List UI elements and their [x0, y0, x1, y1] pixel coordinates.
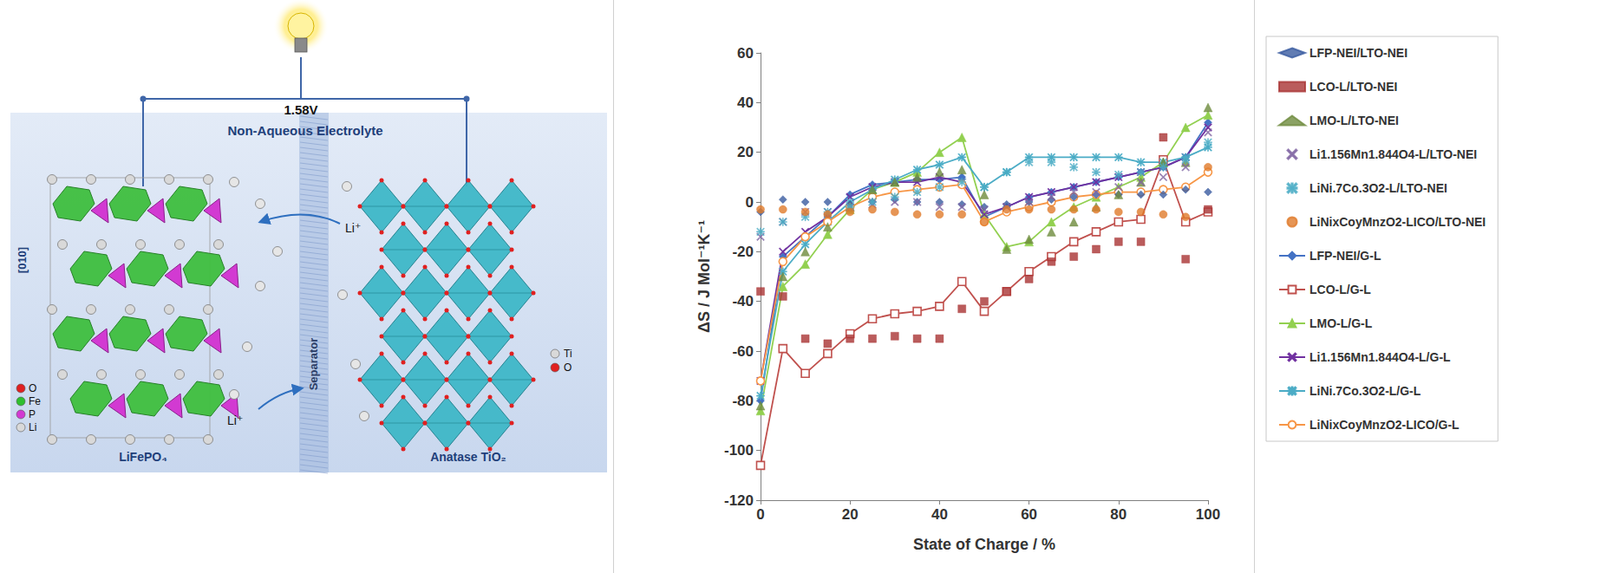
svg-text:O: O — [28, 382, 37, 395]
svg-text:LFP-NEI/G-L: LFP-NEI/G-L — [1309, 248, 1382, 263]
svg-text:Ti: Ti — [563, 347, 573, 360]
svg-text:0: 0 — [745, 194, 754, 211]
svg-text:Non-Aqueous Electrolyte: Non-Aqueous Electrolyte — [227, 123, 383, 138]
svg-text:40: 40 — [931, 506, 948, 523]
svg-text:20: 20 — [737, 143, 754, 161]
svg-text:Li: Li — [28, 421, 37, 434]
svg-text:Fe: Fe — [28, 395, 41, 408]
svg-text:Li1.156Mn1.844O4-L/LTO-NEI: Li1.156Mn1.844O4-L/LTO-NEI — [1309, 147, 1477, 162]
svg-text:20: 20 — [842, 506, 859, 523]
svg-text:ΔS / J Mol⁻¹K⁻¹: ΔS / J Mol⁻¹K⁻¹ — [695, 220, 713, 334]
svg-text:[010]: [010] — [15, 247, 29, 274]
svg-text:100: 100 — [1195, 506, 1221, 523]
svg-text:LiNi.7Co.3O2-L/LTO-NEI: LiNi.7Co.3O2-L/LTO-NEI — [1309, 181, 1448, 196]
svg-text:State of Charge / %: State of Charge / % — [913, 535, 1056, 554]
svg-text:LFP-NEI/LTO-NEI: LFP-NEI/LTO-NEI — [1309, 45, 1408, 60]
svg-text:60: 60 — [737, 45, 754, 62]
svg-text:LiNixCoyMnzO2-LICO/G-L: LiNixCoyMnzO2-LICO/G-L — [1309, 417, 1460, 432]
svg-text:Separator: Separator — [306, 338, 320, 392]
svg-text:40: 40 — [737, 94, 754, 112]
svg-text:LCO-L/LTO-NEI: LCO-L/LTO-NEI — [1309, 79, 1398, 94]
svg-text:LMO-L/G-L: LMO-L/G-L — [1309, 316, 1373, 331]
svg-text:-60: -60 — [731, 343, 754, 360]
svg-text:-100: -100 — [724, 442, 754, 459]
svg-text:Li⁺: Li⁺ — [227, 413, 243, 428]
svg-text:-120: -120 — [724, 492, 754, 510]
svg-text:60: 60 — [1020, 506, 1038, 523]
svg-text:Anatase TiO₂: Anatase TiO₂ — [430, 450, 507, 464]
svg-text:LMO-L/LTO-NEI: LMO-L/LTO-NEI — [1309, 113, 1399, 128]
svg-text:-20: -20 — [731, 243, 754, 261]
svg-text:1.58V: 1.58V — [283, 102, 318, 118]
svg-text:Li⁺: Li⁺ — [345, 221, 361, 236]
svg-text:LiNixCoyMnzO2-LICO/LTO-NEI: LiNixCoyMnzO2-LICO/LTO-NEI — [1309, 215, 1486, 229]
svg-text:0: 0 — [756, 506, 765, 523]
svg-text:P: P — [28, 408, 36, 421]
svg-text:O: O — [563, 361, 572, 374]
svg-text:-80: -80 — [731, 392, 754, 410]
svg-text:LiFePO₄: LiFePO₄ — [118, 450, 168, 464]
svg-text:Li1.156Mn1.844O4-L/G-L: Li1.156Mn1.844O4-L/G-L — [1309, 350, 1451, 365]
svg-text:LCO-L/G-L: LCO-L/G-L — [1309, 282, 1372, 297]
svg-text:80: 80 — [1110, 506, 1127, 523]
svg-text:LiNi.7Co.3O2-L/G-L: LiNi.7Co.3O2-L/G-L — [1309, 384, 1422, 399]
svg-text:-40: -40 — [731, 293, 754, 310]
